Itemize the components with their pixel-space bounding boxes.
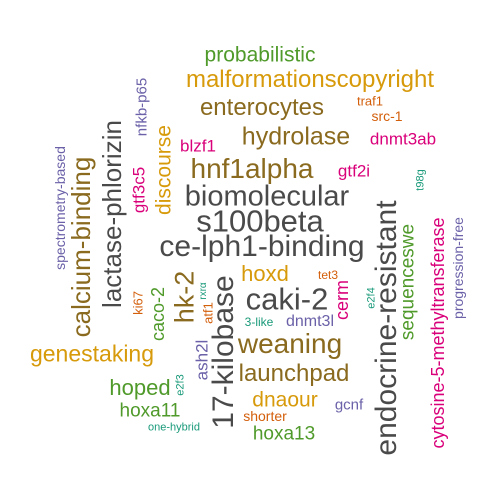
word-gtf2i: gtf2i [337,161,371,181]
word-traf1: traf1 [356,93,384,109]
word-malformationscopyright: malformationscopyright [185,66,435,93]
word-hoxa11: hoxa11 [119,400,181,422]
word-hoxd: hoxd [241,261,289,286]
word-lactase-phlorizin: lactase-phlorizin [97,120,127,308]
word-probabilistic: probabilistic [204,43,316,67]
word-cerm: cerm [332,280,352,320]
word-one-hybrid: one-hybrid [148,421,200,434]
word-e2f3: e2f3 [174,374,187,396]
word-e2f4: e2f4 [365,287,378,309]
word-gtf3c5: gtf3c5 [129,166,149,214]
word-progression-free: progression-free [450,217,466,319]
word-discourse: discourse [152,125,176,215]
word-sequenceswe: sequenceswe [397,223,419,341]
word-calcium-binding: calcium-binding [66,156,96,338]
word-src-1: src-1 [371,108,403,124]
word-caco-2: caco-2 [148,286,168,342]
word-dnmt3ab: dnmt3ab [369,129,437,149]
word-17-kilobase: 17-kilobase [207,275,240,429]
word-t98g: t98g [414,169,427,191]
word-nfkb-p65: nfkb-p65 [133,77,151,137]
word-weaning: weaning [237,328,343,359]
word-ce-lph1-binding: ce-lph1-binding [159,230,365,263]
word-enterocytes: enterocytes [199,94,325,121]
word-3-like: 3-like [244,315,274,329]
word-hoxa13: hoxa13 [252,423,316,445]
word-blzf1: blzf1 [180,136,216,156]
word-hoped: hoped [109,375,171,400]
word-atf1: atf1 [200,302,216,324]
word-shorter: shorter [243,408,287,424]
word-ash2l: ash2l [192,339,212,381]
word-hk-2: hk-2 [169,270,200,324]
word-rxra: rxrα [198,282,209,300]
word-caki-2: caki-2 [245,281,329,317]
word-s100beta: s100beta [196,203,324,239]
word-biomolecular: biomolecular [184,180,350,213]
word-genestaking: genestaking [29,340,155,367]
word-dnmt3l: dnmt3l [285,313,335,330]
word-hydrolase: hydrolase [241,122,351,151]
word-launchpad: launchpad [238,360,350,387]
word-gcnf: gcnf [334,396,364,414]
word-dnaour: dnaour [252,388,318,412]
word-cytosine-5-methyltransferase: cytosine-5-methyltransferase [428,217,448,449]
word-spectrometry-based: spectrometry-based [52,146,68,270]
word-ki67: ki67 [130,291,146,315]
word-tet3: tet3 [317,268,339,282]
word-hnf1alpha: hnf1alpha [190,153,314,184]
